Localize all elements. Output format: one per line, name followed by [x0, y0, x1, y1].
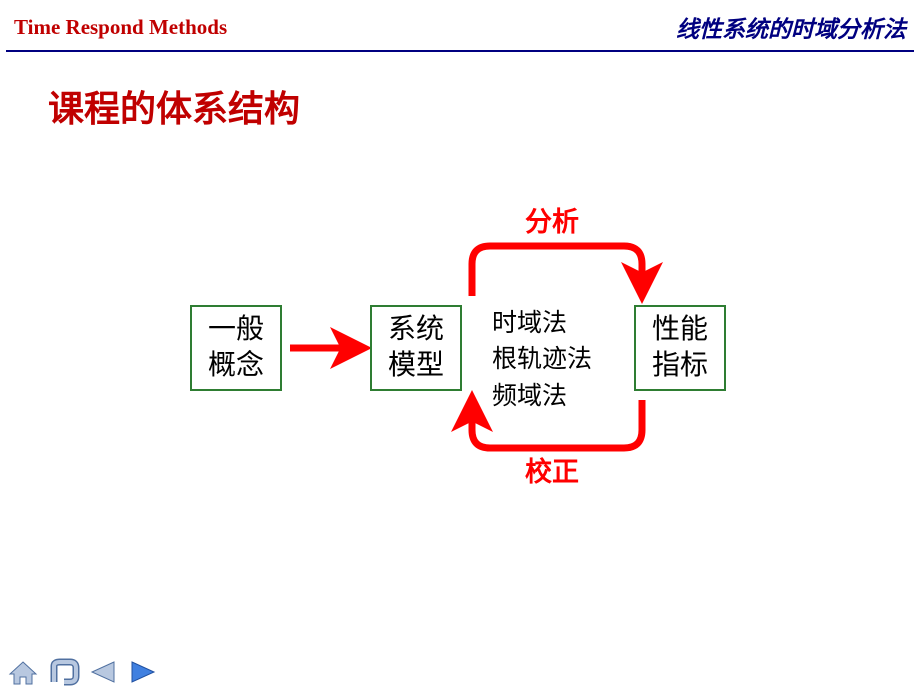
box-model-line2: 模型: [388, 348, 444, 384]
box-concept-line1: 一般: [208, 312, 264, 348]
next-icon[interactable]: [126, 658, 160, 686]
methods-list: 时域法 根轨迹法 频域法: [492, 306, 592, 415]
box-performance-index: 性能 指标: [634, 305, 726, 391]
box-system-model: 系统 模型: [370, 305, 462, 391]
return-icon[interactable]: [46, 658, 80, 686]
method-root-locus: 根轨迹法: [492, 342, 592, 378]
label-correct: 校正: [525, 450, 579, 489]
box-perf-line2: 指标: [652, 348, 708, 384]
label-analyze: 分析: [525, 200, 579, 239]
prev-icon[interactable]: [86, 658, 120, 686]
method-time-domain: 时域法: [492, 306, 592, 342]
box-perf-line1: 性能: [652, 312, 708, 348]
box-concept-line2: 概念: [208, 348, 264, 384]
box-general-concept: 一般 概念: [190, 305, 282, 391]
structure-diagram: 一般 概念 系统 模型 性能 指标 时域法 根轨迹法 频域法 分析 校正: [0, 0, 920, 690]
nav-buttons: [6, 658, 160, 686]
box-model-line1: 系统: [388, 312, 444, 348]
home-icon[interactable]: [6, 658, 40, 686]
method-frequency: 频域法: [492, 379, 592, 415]
